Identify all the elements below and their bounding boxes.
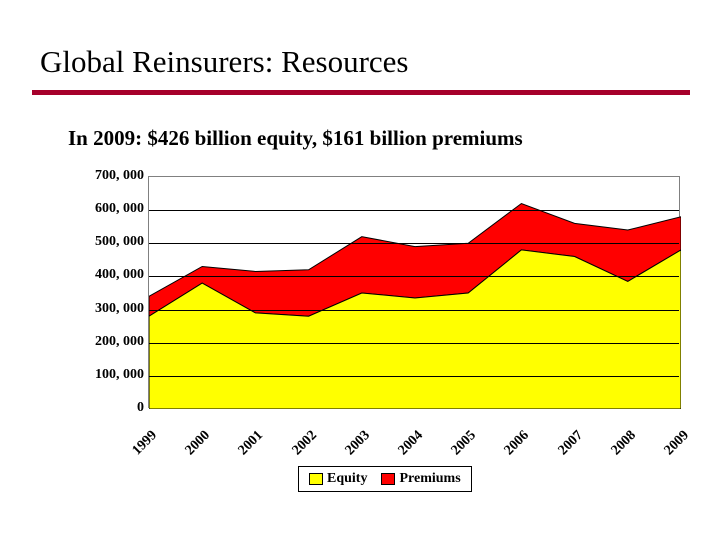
legend-item-premiums: Premiums [381, 471, 460, 487]
plot-area [148, 176, 680, 408]
gridline [149, 210, 679, 211]
page-title: Global Reinsurers: Resources [40, 44, 408, 80]
gridline [149, 243, 679, 244]
y-tick-label: 400, 000 [95, 267, 144, 283]
x-tick-label: 2008 [608, 428, 639, 459]
x-tick-label: 2009 [662, 428, 693, 459]
x-tick-label: 2007 [555, 428, 586, 459]
x-tick-label: 2002 [289, 428, 320, 459]
legend-label-premiums: Premiums [399, 471, 460, 487]
legend-swatch-premiums [381, 473, 395, 485]
y-tick-label: 600, 000 [95, 201, 144, 217]
gridline [149, 376, 679, 377]
legend-label-equity: Equity [327, 471, 367, 487]
x-tick-label: 2003 [342, 428, 373, 459]
x-tick-label: 2000 [183, 428, 214, 459]
y-tick-label: 300, 000 [95, 301, 144, 317]
title-rule [32, 90, 690, 95]
x-tick-label: 2006 [502, 428, 533, 459]
y-tick-label: 500, 000 [95, 234, 144, 250]
stacked-area-svg [149, 177, 681, 409]
y-tick-label: 200, 000 [95, 334, 144, 350]
y-tick-label: 100, 000 [95, 367, 144, 383]
x-tick-label: 2005 [449, 428, 480, 459]
legend-swatch-equity [309, 473, 323, 485]
legend-item-equity: Equity [309, 471, 367, 487]
y-tick-label: 700, 000 [95, 168, 144, 184]
gridline [149, 343, 679, 344]
gridline [149, 310, 679, 311]
gridline [149, 276, 679, 277]
chart-container: 0 100, 000 200, 000 300, 000 400, 000 500, 00… [70, 176, 680, 492]
chart-subtitle: In 2009: $426 billion equity, $161 billi… [68, 126, 523, 151]
legend: Equity Premiums [298, 466, 472, 492]
x-tick-label: 2001 [236, 428, 267, 459]
x-tick-label: 1999 [130, 428, 161, 459]
x-tick-label: 2004 [396, 428, 427, 459]
y-tick-label: 0 [137, 400, 144, 416]
